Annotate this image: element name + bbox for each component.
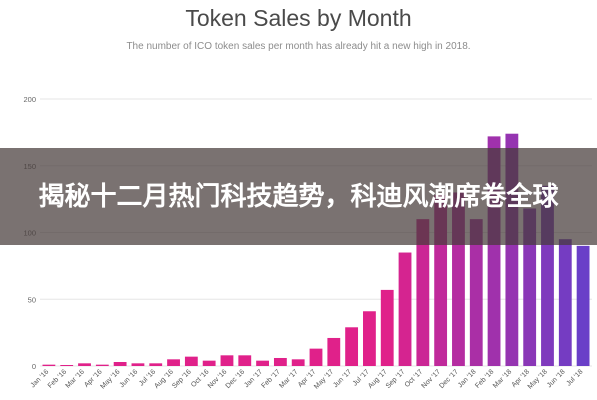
bar-6 [149, 363, 163, 366]
x-tick-label: May '18 [527, 368, 549, 390]
x-tick-label: Feb '16 [47, 368, 68, 389]
bar-9 [202, 360, 216, 366]
x-tick-label: Jun '18 [546, 368, 567, 389]
x-tick-label: Jul '18 [565, 368, 584, 387]
x-tick-label: Sep '17 [385, 368, 407, 390]
bar-21 [416, 219, 430, 366]
bar-3 [95, 364, 109, 366]
bar-13 [273, 357, 287, 366]
bar-24 [469, 219, 483, 366]
y-tick-label: 200 [23, 95, 36, 104]
bar-14 [291, 359, 305, 366]
bar-1 [60, 365, 74, 366]
banner-headline: 揭秘十二月热门科技趋势，科迪风潮席卷全球 [38, 181, 559, 212]
x-tick-label: Mar '16 [65, 368, 86, 389]
y-tick-label: 0 [32, 362, 36, 371]
bar-20 [398, 252, 412, 366]
bar-17 [345, 327, 359, 366]
bar-11 [238, 355, 252, 366]
bar-8 [184, 356, 198, 366]
bar-18 [363, 311, 376, 366]
x-tick-label: Dec '17 [438, 368, 460, 390]
bar-5 [131, 363, 145, 366]
bar-12 [256, 360, 269, 366]
bar-16 [327, 337, 341, 366]
y-tick-label: 50 [28, 295, 36, 304]
x-tick-label: May '17 [313, 368, 335, 390]
x-tick-label: Jun '17 [332, 368, 353, 389]
x-tick-label: Mar '18 [492, 368, 513, 389]
chart-subtitle: The number of ICO token sales per month … [126, 41, 471, 52]
bar-2 [78, 363, 91, 366]
x-tick-label: May '16 [99, 368, 121, 390]
bar-7 [167, 359, 180, 366]
x-tick-label: Dec '16 [225, 368, 247, 390]
bar-10 [220, 355, 234, 366]
chart-title: Token Sales by Month [185, 5, 412, 31]
overlay-banner: 揭秘十二月热门科技趋势，科迪风潮席卷全球 [0, 148, 597, 245]
bar-0 [42, 364, 56, 366]
bar-19 [380, 289, 394, 366]
x-tick-label: Mar '17 [278, 368, 299, 389]
bar-27 [523, 208, 537, 366]
bar-29 [558, 239, 572, 366]
bar-15 [309, 348, 323, 366]
bar-4 [113, 362, 127, 366]
x-tick-label: Jun '16 [119, 368, 140, 389]
bar-30 [576, 245, 590, 366]
x-tick-label: Sep '16 [171, 368, 193, 390]
